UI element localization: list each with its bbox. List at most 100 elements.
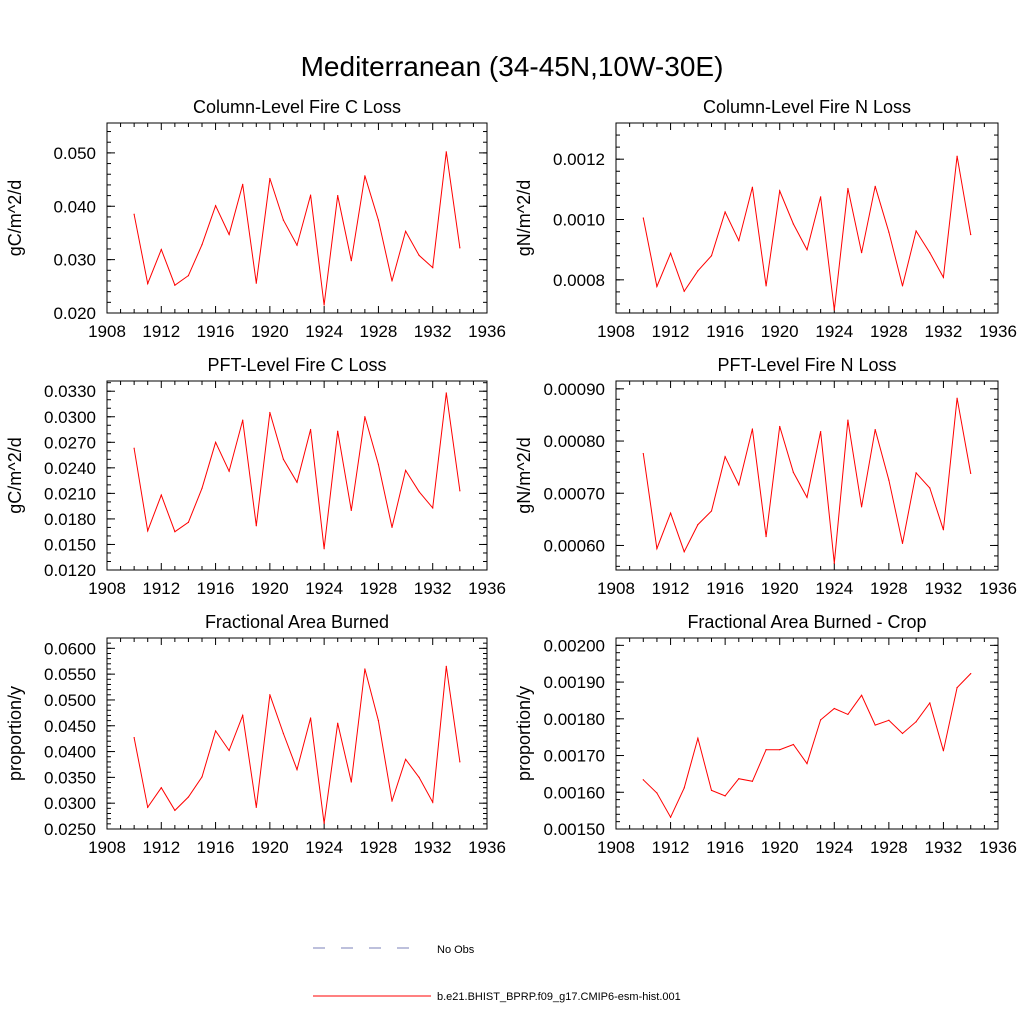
x-tick-label: 1920: [761, 322, 799, 341]
x-tick-label: 1932: [414, 322, 452, 341]
chart-panel-1: Column-Level Fire C Loss gC/m^2/d 1908 1912…: [5, 97, 506, 341]
data-point: [669, 816, 672, 818]
legend: No Obs b.e21.BHIST_BPRP.f09_g17.CMIP6-es…: [313, 944, 681, 1003]
y-tick-label: 0.020: [53, 304, 96, 323]
x-tick-label: 1912: [142, 838, 180, 857]
y-tick-label: 0.0210: [44, 484, 96, 503]
x-tick-label: 1936: [979, 838, 1017, 857]
data-point: [642, 452, 644, 455]
data-point: [174, 531, 176, 533]
x-tick-label: 1916: [197, 579, 235, 598]
data-point: [323, 548, 325, 550]
data-point: [147, 283, 149, 285]
y-tick-label: 0.00090: [544, 380, 605, 399]
data-point: [874, 428, 876, 431]
data-point: [160, 248, 162, 251]
y-tick-label: 0.040: [53, 197, 96, 216]
data-point: [296, 769, 298, 771]
data-point: [133, 213, 135, 215]
data-point: [820, 196, 822, 198]
data-point: [792, 743, 794, 746]
x-tick-label: 1912: [142, 579, 180, 598]
data-point: [710, 510, 713, 512]
x-tick-label: 1920: [761, 579, 799, 598]
data-point: [174, 809, 176, 812]
chart-title: PFT-Level Fire C Loss: [207, 355, 386, 375]
x-tick-label: 1936: [468, 579, 506, 598]
chart-title: Fractional Area Burned - Crop: [687, 612, 926, 632]
x-tick-label: 1932: [925, 579, 963, 598]
y-tick-label: 0.00080: [544, 432, 605, 451]
data-point: [888, 719, 890, 721]
legend-label-no-obs: No Obs: [437, 944, 475, 956]
x-tick-label: 1924: [305, 579, 343, 598]
y-tick-label: 0.00070: [544, 484, 605, 503]
data-point: [242, 183, 244, 185]
x-tick-label: 1932: [414, 838, 452, 857]
data-point: [214, 441, 217, 443]
x-tick-label: 1928: [360, 579, 398, 598]
data-point: [187, 521, 190, 523]
y-tick-label: 0.0300: [44, 794, 96, 813]
data-point: [187, 275, 190, 277]
x-tick-label: 1920: [251, 838, 289, 857]
y-axis-label: gN/m^2/d: [514, 180, 534, 256]
data-point: [792, 223, 794, 225]
x-tick-label: 1912: [652, 322, 690, 341]
data-point: [751, 428, 754, 430]
data-point: [391, 280, 393, 282]
data-point: [874, 724, 876, 726]
figure-title: Mediterranean (34-45N,10W-30E): [301, 51, 724, 82]
data-point: [942, 529, 945, 531]
y-tick-label: 0.030: [53, 251, 96, 270]
data-point: [309, 194, 312, 196]
data-point: [350, 509, 352, 512]
chart-panel-6: Fractional Area Burned - Crop proportion/…: [514, 612, 1017, 857]
data-point: [337, 722, 339, 724]
data-point: [282, 458, 285, 460]
y-axis-label: gN/m^2/d: [514, 437, 534, 513]
y-tick-label: 0.0120: [44, 561, 96, 580]
x-tick-label: 1908: [88, 579, 126, 598]
data-point: [418, 491, 420, 493]
y-tick-label: 0.0250: [44, 820, 96, 839]
x-tick-label: 1932: [925, 322, 963, 341]
data-point: [697, 737, 699, 739]
data-point: [391, 526, 393, 529]
data-point: [642, 217, 644, 219]
x-tick-label: 1908: [88, 322, 126, 341]
data-point: [860, 252, 863, 254]
data-point: [751, 780, 754, 782]
data-point: [377, 219, 380, 221]
data-point: [779, 749, 781, 751]
data-point: [187, 796, 190, 798]
data-point: [174, 284, 176, 286]
data-point: [806, 496, 808, 499]
y-tick-label: 0.0240: [44, 459, 96, 478]
y-tick-label: 0.050: [53, 144, 96, 163]
x-tick-label: 1936: [468, 322, 506, 341]
data-point: [269, 694, 271, 696]
data-point: [269, 411, 271, 414]
chart-title: PFT-Level Fire N Loss: [717, 355, 896, 375]
y-tick-label: 0.00190: [544, 673, 605, 692]
y-axis-label: gC/m^2/d: [5, 180, 25, 256]
data-point: [860, 694, 863, 696]
data-point: [847, 713, 849, 716]
data-point: [282, 219, 285, 221]
data-point: [337, 194, 339, 197]
data-point: [242, 419, 244, 421]
data-point: [901, 285, 904, 287]
y-axis-label: gC/m^2/d: [5, 437, 25, 513]
data-point: [942, 276, 945, 279]
data-point: [765, 749, 767, 751]
y-tick-label: 0.00060: [544, 536, 605, 555]
x-tick-label: 1936: [468, 838, 506, 857]
data-point: [228, 749, 230, 752]
data-point: [697, 523, 699, 526]
data-point: [418, 776, 420, 778]
data-point: [255, 525, 257, 527]
chart-panel-3: PFT-Level Fire C Loss gC/m^2/d 1908 1912 191…: [5, 355, 506, 598]
y-tick-label: 0.0008: [553, 271, 605, 290]
x-tick-label: 1916: [706, 322, 744, 341]
